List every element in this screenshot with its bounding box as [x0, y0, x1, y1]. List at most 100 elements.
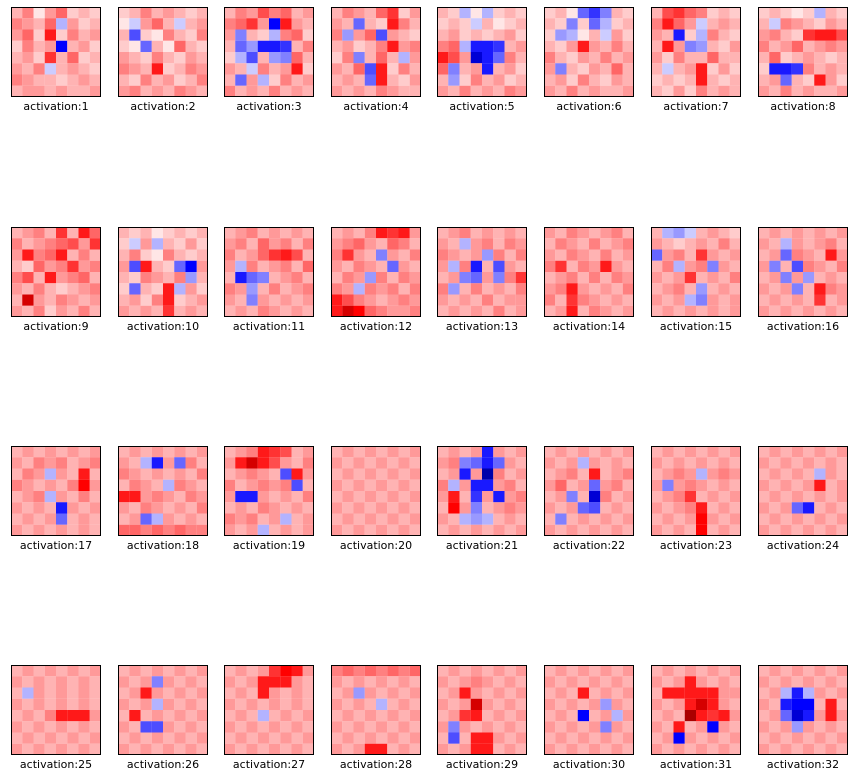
- heatmap-cell: [331, 446, 343, 458]
- heatmap-cell: [364, 687, 377, 699]
- heatmap-cell: [493, 29, 505, 41]
- heatmap-panel: [758, 227, 848, 317]
- heatmap-cell: [651, 249, 663, 261]
- heatmap-cell: [33, 283, 45, 295]
- heatmap-cell: [611, 446, 623, 458]
- heatmap-panel: [11, 227, 101, 317]
- heatmap-cell: [589, 272, 601, 284]
- heatmap-cell: [67, 29, 79, 41]
- heatmap-cell: [331, 238, 343, 250]
- heatmap-cell: [257, 74, 270, 86]
- heatmap-cell: [364, 457, 377, 469]
- heatmap-cell: [825, 468, 837, 480]
- heatmap-cell: [409, 710, 421, 722]
- heatmap-cell: [600, 732, 612, 744]
- heatmap-cell: [118, 283, 130, 295]
- heatmap-cell: [174, 502, 186, 514]
- heatmap-cell: [504, 524, 516, 536]
- heatmap-cell: [589, 249, 601, 261]
- heatmap-cell: [825, 687, 837, 699]
- heatmap-cell: [803, 457, 815, 469]
- panel-label: activation:17: [19, 539, 93, 552]
- heatmap-cell: [769, 491, 781, 503]
- heatmap-cell: [11, 272, 23, 284]
- heatmap-cell: [791, 227, 804, 239]
- heatmap-cell: [696, 18, 708, 30]
- heatmap-cell: [387, 238, 399, 250]
- heatmap-cell: [78, 294, 90, 306]
- heatmap-cell: [129, 446, 141, 458]
- heatmap-cell: [376, 457, 388, 469]
- heatmap-cell: [791, 63, 804, 75]
- heatmap-cell: [196, 732, 208, 744]
- heatmap-cell: [566, 721, 578, 733]
- heatmap-cell: [409, 305, 421, 317]
- heatmap-cell: [448, 305, 460, 317]
- heatmap-panel: [118, 227, 208, 317]
- heatmap-cell: [185, 743, 197, 755]
- heatmap-cell: [684, 63, 697, 75]
- heatmap-cell: [118, 732, 130, 744]
- heatmap-cell: [470, 524, 483, 536]
- heatmap-cell: [331, 74, 343, 86]
- heatmap-cell: [174, 446, 186, 458]
- heatmap-cell: [269, 513, 281, 525]
- heatmap-cell: [437, 665, 449, 677]
- heatmap-cell: [22, 479, 34, 492]
- heatmap-cell: [129, 29, 141, 41]
- heatmap-cell: [448, 468, 460, 480]
- heatmap-cell: [684, 227, 697, 239]
- heatmap-cell: [662, 721, 674, 733]
- heatmap-cell: [89, 40, 101, 53]
- heatmap-cell: [409, 249, 421, 261]
- heatmap-cell: [302, 85, 314, 97]
- heatmap-cell: [353, 698, 365, 711]
- heatmap-cell: [89, 446, 101, 458]
- heatmap-cell: [89, 7, 101, 19]
- heatmap-cell: [269, 294, 281, 306]
- heatmap-cell: [185, 85, 197, 97]
- heatmap-cell: [566, 238, 578, 250]
- heatmap-cell: [437, 260, 449, 273]
- heatmap-svg: [437, 665, 527, 755]
- heatmap-cell: [196, 29, 208, 41]
- heatmap-cell: [163, 272, 175, 284]
- heatmap-cell: [291, 698, 303, 711]
- heatmap-cell: [22, 249, 34, 261]
- heatmap-cell: [302, 40, 314, 53]
- heatmap-svg: [651, 7, 741, 97]
- heatmap-cell: [342, 63, 354, 75]
- heatmap-cell: [673, 238, 685, 250]
- heatmap-cell: [353, 457, 365, 469]
- heatmap-cell: [118, 698, 130, 711]
- heatmap-cell: [448, 74, 460, 86]
- heatmap-cell: [257, 85, 270, 97]
- heatmap-cell: [151, 63, 164, 75]
- heatmap-cell: [269, 479, 281, 492]
- heatmap-cell: [470, 7, 483, 19]
- heatmap-cell: [196, 85, 208, 97]
- heatmap-cell: [718, 85, 730, 97]
- heatmap-cell: [302, 227, 314, 239]
- heatmap-cell: [257, 7, 270, 19]
- heatmap-cell: [814, 491, 826, 503]
- heatmap-cell: [758, 687, 770, 699]
- heatmap-cell: [246, 743, 258, 755]
- heatmap-cell: [769, 721, 781, 733]
- heatmap-cell: [56, 74, 68, 86]
- heatmap-cell: [140, 676, 152, 688]
- heatmap-cell: [140, 272, 152, 284]
- heatmap-cell: [118, 18, 130, 30]
- heatmap-cell: [622, 665, 634, 677]
- heatmap-cell: [291, 305, 303, 317]
- heatmap-cell: [769, 238, 781, 250]
- heatmap-cell: [662, 7, 674, 19]
- heatmap-cell: [673, 721, 685, 733]
- heatmap-cell: [302, 479, 314, 492]
- heatmap-cell: [600, 743, 612, 755]
- heatmap-svg: [437, 227, 527, 317]
- heatmap-cell: [387, 74, 399, 86]
- heatmap-cell: [470, 283, 483, 295]
- heatmap-cell: [151, 238, 164, 250]
- heatmap-cell: [555, 468, 567, 480]
